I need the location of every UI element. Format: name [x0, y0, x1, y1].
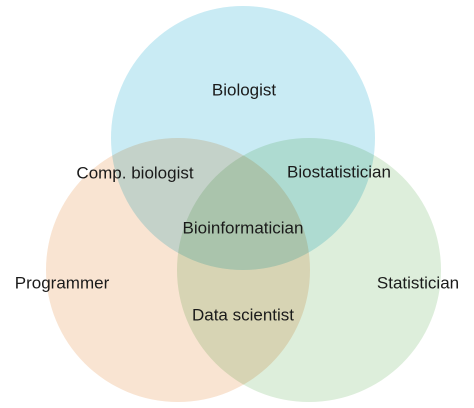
data-scientist-label: Data scientist — [191, 305, 295, 325]
comp-biologist-label: Comp. biologist — [76, 163, 194, 183]
programmer-label: Programmer — [14, 273, 110, 293]
statistician-circle — [177, 138, 441, 402]
statistician-label: Statistician — [376, 273, 460, 293]
biologist-label: Biologist — [211, 80, 277, 100]
biostatistician-label: Biostatistician — [287, 162, 391, 182]
bioinformatician-label: Bioinformatician — [182, 218, 304, 238]
